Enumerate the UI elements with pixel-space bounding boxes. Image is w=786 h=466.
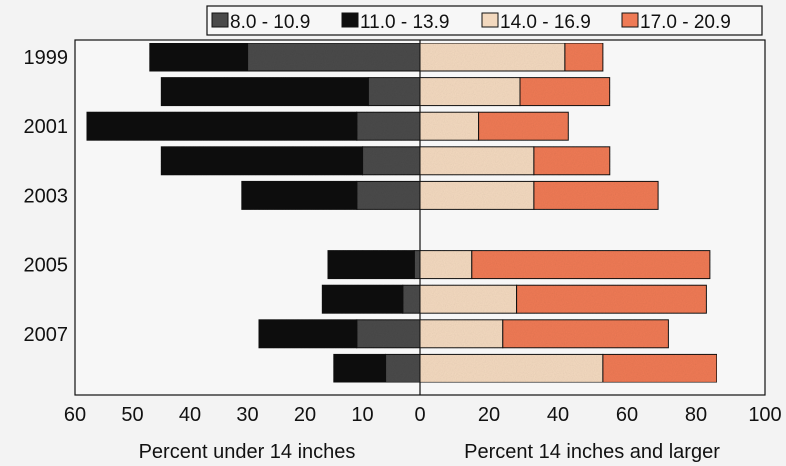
bar-2000-11-0-13-9 xyxy=(160,77,369,107)
legend-swatch-2 xyxy=(341,12,359,28)
bar-1999-14-0-16-9 xyxy=(419,42,566,72)
bar-2005-11-0-13-9 xyxy=(327,250,415,280)
right-x-tick-100: 100 xyxy=(748,404,781,426)
right-x-tick-40: 40 xyxy=(547,404,569,426)
bar-2002-17-0-20-9 xyxy=(533,146,611,176)
bar-2002-14-0-16-9 xyxy=(419,146,535,176)
bar-2001-8-0-10-9 xyxy=(356,111,421,141)
bar-2005-8-0-10-9 xyxy=(413,250,421,280)
bar-2000-17-0-20-9 xyxy=(519,77,611,107)
year-tick-2003: 2003 xyxy=(24,185,69,207)
left-x-tick-20: 20 xyxy=(294,404,316,426)
bar-1999-17-0-20-9 xyxy=(564,42,604,72)
bar-2000-14-0-16-9 xyxy=(419,77,521,107)
bar-2001-17-0-20-9 xyxy=(478,111,569,141)
right-x-tick-0: 0 xyxy=(414,404,425,426)
legend-swatch-3 xyxy=(481,12,499,28)
bar-2008-14-0-16-9 xyxy=(419,353,604,383)
legend-label-3: 14.0 - 16.9 xyxy=(500,12,591,33)
left-axis-title: Percent under 14 inches xyxy=(139,441,356,463)
bar-2005-14-0-16-9 xyxy=(419,250,473,280)
legend: 8.0 - 10.9 11.0 - 13.9 14.0 - 16.9 17.0 - 2… xyxy=(206,5,763,36)
bar-2001-14-0-16-9 xyxy=(419,111,480,141)
right-axis-title: Percent 14 inches and larger xyxy=(464,441,720,463)
right-x-tick-20: 20 xyxy=(478,404,500,426)
bar-2007-11-0-13-9 xyxy=(258,319,358,349)
bar-2000-8-0-10-9 xyxy=(367,77,421,107)
year-tick-1999: 1999 xyxy=(24,47,69,69)
bar-2002-11-0-13-9 xyxy=(160,146,364,176)
left-x-tick-40: 40 xyxy=(179,404,201,426)
right-x-tick-60: 60 xyxy=(616,404,638,426)
left-x-tick-10: 10 xyxy=(351,404,373,426)
bar-2007-8-0-10-9 xyxy=(356,319,421,349)
bar-2006-8-0-10-9 xyxy=(402,284,421,314)
bar-2007-17-0-20-9 xyxy=(502,319,669,349)
legend-label-1: 8.0 - 10.9 xyxy=(230,12,310,33)
bar-group xyxy=(86,42,718,383)
bar-2008-8-0-10-9 xyxy=(385,353,421,383)
left-x-tick-labels: 60 50 40 30 20 10 xyxy=(64,404,374,426)
bar-2003-17-0-20-9 xyxy=(533,180,659,210)
left-x-tick-30: 30 xyxy=(236,404,258,426)
year-tick-2007: 2007 xyxy=(24,324,69,346)
bar-2008-17-0-20-9 xyxy=(602,353,718,383)
year-tick-2005: 2005 xyxy=(24,255,69,277)
bar-2001-11-0-13-9 xyxy=(86,111,358,141)
left-x-tick-50: 50 xyxy=(121,404,143,426)
right-x-tick-80: 80 xyxy=(685,404,707,426)
bar-1999-8-0-10-9 xyxy=(247,42,421,72)
bar-2006-14-0-16-9 xyxy=(419,284,518,314)
bar-2003-8-0-10-9 xyxy=(356,180,421,210)
legend-label-4: 17.0 - 20.9 xyxy=(640,12,731,33)
bar-2008-11-0-13-9 xyxy=(333,353,387,383)
legend-swatch-1 xyxy=(211,12,229,28)
bar-2003-14-0-16-9 xyxy=(419,180,535,210)
year-tick-labels: 1999 2001 2003 2005 2007 xyxy=(24,47,69,346)
bar-2006-17-0-20-9 xyxy=(516,284,707,314)
bar-2003-11-0-13-9 xyxy=(241,180,358,210)
legend-swatch-4 xyxy=(621,12,639,28)
right-x-tick-labels: 0 20 40 60 80 100 xyxy=(414,404,781,426)
left-x-tick-60: 60 xyxy=(64,404,86,426)
legend-label-2: 11.0 - 13.9 xyxy=(360,12,449,33)
bar-2007-14-0-16-9 xyxy=(419,319,504,349)
bar-2005-17-0-20-9 xyxy=(471,250,711,280)
bar-1999-11-0-13-9 xyxy=(149,42,249,72)
bar-2002-8-0-10-9 xyxy=(362,146,421,176)
bar-2006-11-0-13-9 xyxy=(321,284,404,314)
year-tick-2001: 2001 xyxy=(24,116,69,138)
